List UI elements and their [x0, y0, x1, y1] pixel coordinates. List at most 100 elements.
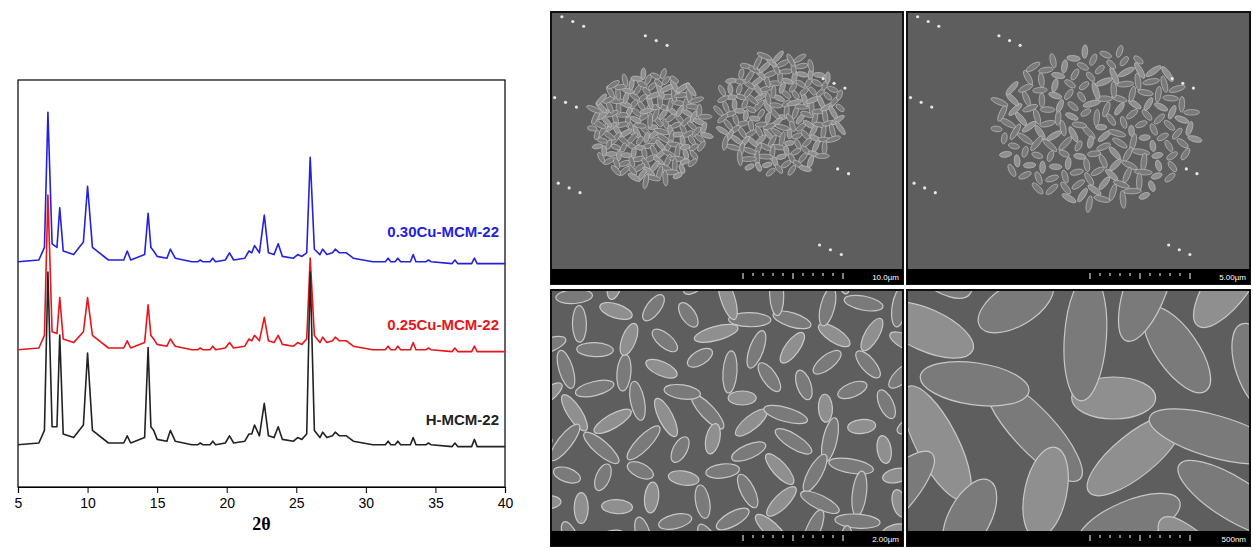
sem-flake: [843, 293, 884, 314]
sem-flake: [834, 513, 880, 530]
sem-flake: [1057, 135, 1074, 152]
sem-particle: [930, 105, 933, 108]
sem-flake: [761, 450, 798, 489]
sem-flake: [1050, 78, 1059, 92]
sem-particle: [1178, 248, 1181, 251]
sem-flake: [780, 69, 793, 75]
sem-flake: [1040, 161, 1046, 173]
sem-flake: [729, 438, 768, 465]
sem-flake: [755, 161, 763, 172]
sem-particle: [920, 101, 923, 104]
sem-flake: [1184, 121, 1194, 137]
sem-flake: [721, 101, 730, 114]
sem-flake: [1031, 181, 1045, 195]
sem-flake: [771, 50, 785, 64]
sem-flake: [657, 511, 693, 532]
sem-flake: [643, 355, 679, 382]
sem-flake: [715, 125, 729, 136]
sem-flake: [774, 163, 784, 175]
sem-content: [551, 290, 903, 546]
sem-flake: [659, 68, 667, 80]
sem-flake: [762, 161, 773, 169]
sem-flake: [806, 155, 815, 169]
scale-bar-tick: [773, 535, 774, 538]
sem-flake: [1149, 140, 1156, 152]
sem-particle: [560, 15, 563, 18]
sem-flake: [1125, 108, 1139, 121]
sem-flake: [649, 72, 661, 81]
sem-flake: [787, 129, 792, 139]
sem-flake: [1025, 60, 1041, 73]
sem-particle: [1171, 77, 1174, 80]
scale-bar-tick: [1130, 535, 1131, 538]
scale-bar-label: 5.00µm: [1219, 273, 1246, 282]
sem-background: [551, 290, 903, 546]
sem-flake: [1168, 84, 1186, 94]
scale-bar-tick: [1140, 535, 1141, 541]
sem-particle: [840, 253, 843, 256]
sem-flake: [714, 290, 741, 322]
sem-flake: [763, 483, 801, 521]
sem-flake: [1045, 174, 1060, 184]
sem-flake: [705, 462, 740, 480]
sem-flake: [555, 290, 592, 305]
sem-flake: [738, 68, 745, 79]
sem-flake: [700, 132, 714, 140]
sem-flake: [1093, 194, 1111, 204]
sem-flake: [740, 63, 750, 69]
sem-flake: [675, 299, 702, 330]
sem-flake: [595, 92, 609, 106]
sem-particle: [1008, 39, 1011, 42]
sem-flake: [551, 464, 582, 486]
sem-flake: [765, 167, 776, 178]
x-tick-mark: [18, 487, 19, 493]
scale-bar-tick: [1170, 273, 1171, 276]
sem-flake: [894, 411, 903, 438]
sem-flake: [1166, 160, 1178, 173]
sem-flake: [1222, 317, 1250, 418]
sem-flake: [1072, 121, 1087, 129]
sem-border: [551, 290, 903, 546]
scale-bar-tick: [783, 273, 784, 276]
sem-flake: [1070, 168, 1084, 176]
sem-flake: [1031, 151, 1043, 160]
scale-bar-tick: [763, 273, 764, 276]
sem-content: [551, 12, 903, 284]
sem-flake: [737, 150, 743, 166]
x-tick-label: 40: [498, 495, 514, 511]
sem-flake: [713, 504, 752, 534]
sem-flake: [827, 85, 839, 94]
scale-bar-tick: [1120, 273, 1121, 276]
x-tick-label: 25: [289, 495, 305, 511]
sem-flake: [1153, 101, 1169, 113]
sem-flake: [799, 451, 832, 495]
sem-flake: [881, 466, 903, 486]
sem-flake: [889, 488, 903, 519]
sem-flake: [725, 78, 736, 85]
sem-flake: [1094, 64, 1106, 76]
series-labels: 0.30Cu-MCM-220.25Cu-MCM-22H-MCM-22: [387, 223, 499, 428]
sem-flake: [1128, 86, 1137, 103]
scale-bar-tick: [1180, 273, 1181, 276]
sem-flake: [684, 345, 715, 371]
sem-flake: [875, 435, 893, 465]
sem-flake: [717, 84, 727, 97]
scale-bar-tick: [843, 535, 844, 541]
sem-info-bar: [907, 531, 1250, 546]
x-tick-mark: [88, 487, 89, 493]
sem-flake: [641, 68, 647, 80]
sem-flake: [743, 329, 770, 371]
x-tick-mark: [435, 487, 436, 493]
xrd-line: [18, 112, 505, 263]
sem-flake: [1171, 127, 1184, 141]
sem-flake: [1066, 100, 1079, 112]
sem-flake: [1097, 153, 1108, 169]
scale-bar-tick: [1140, 273, 1141, 279]
figure: 0.30Cu-MCM-220.25Cu-MCM-22H-MCM-22510152…: [0, 0, 1253, 550]
sem-flake: [991, 125, 1003, 132]
sem-flake: [907, 290, 981, 370]
sem-flake: [1067, 55, 1081, 62]
sem-particle: [818, 243, 821, 246]
scale-bar-tick: [833, 273, 834, 276]
sem-flake: [809, 346, 844, 378]
